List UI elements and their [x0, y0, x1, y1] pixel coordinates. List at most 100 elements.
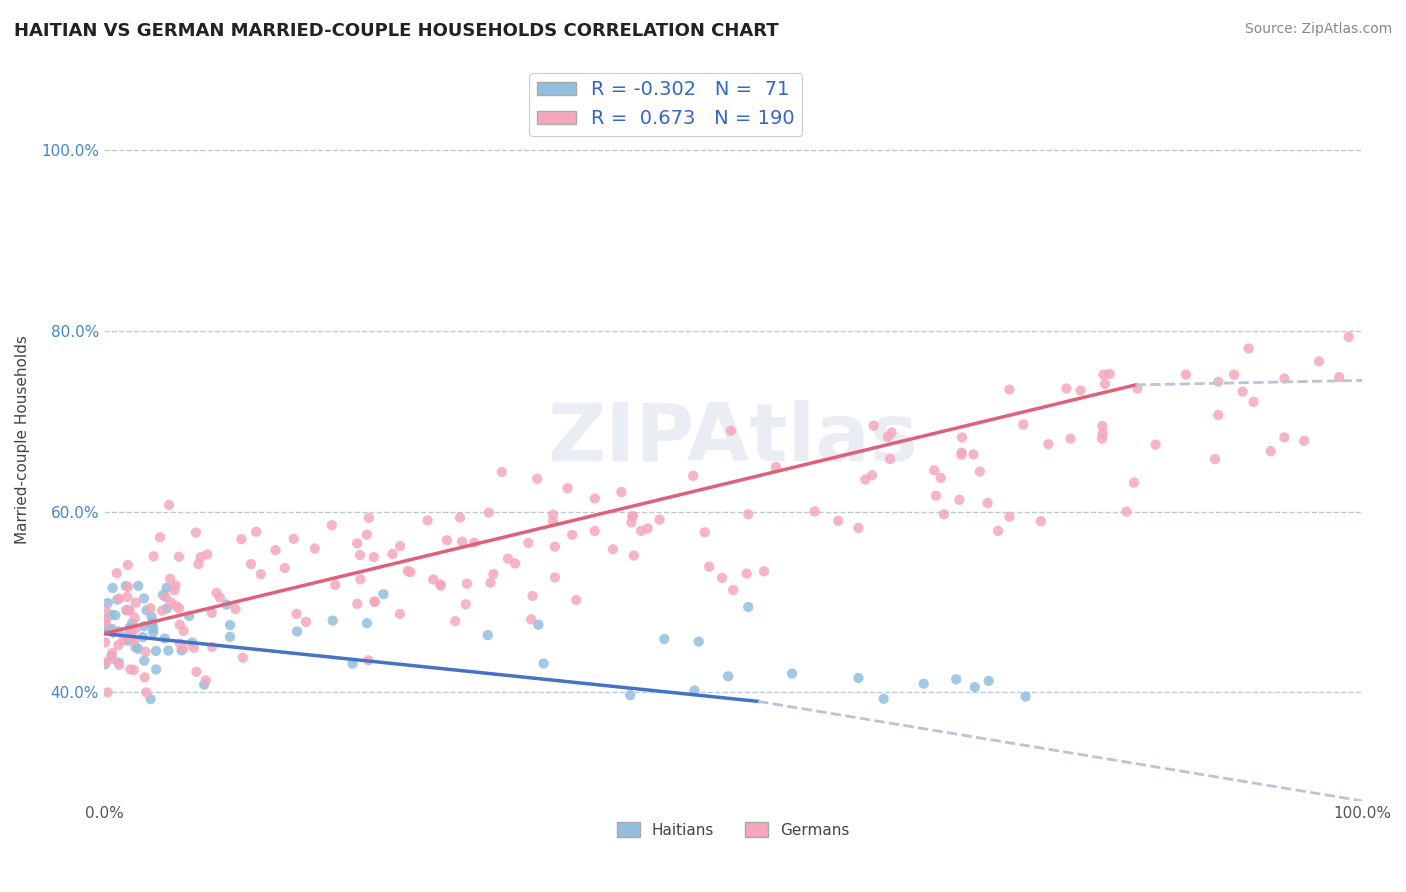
Point [97, 623, 120, 637]
Text: Source: ZipAtlas.com: Source: ZipAtlas.com [1244, 22, 1392, 37]
Point [169, 617, 191, 632]
Point [381, 547, 404, 561]
Point [876, 430, 898, 444]
Point [478, 506, 501, 520]
Point [522, 589, 544, 603]
Point [557, 481, 579, 495]
Point [619, 688, 641, 702]
Point [118, 603, 141, 617]
Point [101, 581, 124, 595]
Point [430, 579, 453, 593]
Point [141, 610, 163, 624]
Point [135, 603, 157, 617]
Point [100, 649, 122, 664]
Point [285, 624, 308, 639]
Point [142, 621, 165, 635]
Point [1308, 354, 1330, 368]
Point [491, 465, 513, 479]
Point [304, 541, 326, 556]
Point [429, 577, 451, 591]
Point [107, 638, 129, 652]
Point [517, 536, 540, 550]
Point [152, 588, 174, 602]
Point [94, 623, 117, 637]
Point [124, 611, 146, 625]
Point [145, 644, 167, 658]
Point [193, 678, 215, 692]
Point [1029, 514, 1052, 528]
Point [648, 512, 671, 526]
Point [925, 489, 948, 503]
Point [1091, 426, 1114, 441]
Point [132, 619, 155, 633]
Point [121, 615, 143, 630]
Point [924, 463, 946, 477]
Point [544, 570, 567, 584]
Point [1337, 330, 1360, 344]
Point [872, 691, 894, 706]
Point [363, 594, 385, 608]
Point [544, 540, 567, 554]
Point [159, 595, 181, 609]
Point [274, 561, 297, 575]
Point [389, 539, 412, 553]
Point [94, 657, 117, 672]
Point [1070, 384, 1092, 398]
Point [245, 524, 267, 539]
Point [187, 557, 209, 571]
Point [122, 663, 145, 677]
Point [125, 622, 148, 636]
Point [149, 530, 172, 544]
Point [100, 622, 122, 636]
Point [720, 424, 742, 438]
Point [94, 613, 117, 627]
Text: HAITIAN VS GERMAN MARRIED-COUPLE HOUSEHOLDS CORRELATION CHART: HAITIAN VS GERMAN MARRIED-COUPLE HOUSEHO… [14, 22, 779, 40]
Point [998, 509, 1021, 524]
Point [1243, 395, 1265, 409]
Point [156, 601, 179, 615]
Point [181, 635, 204, 649]
Point [114, 579, 136, 593]
Point [1232, 384, 1254, 399]
Point [880, 425, 903, 440]
Point [780, 666, 803, 681]
Point [177, 609, 200, 624]
Point [541, 508, 564, 522]
Point [977, 673, 1000, 688]
Point [503, 557, 526, 571]
Point [264, 543, 287, 558]
Point [363, 595, 385, 609]
Point [565, 593, 588, 607]
Point [416, 513, 439, 527]
Point [215, 598, 238, 612]
Point [1237, 342, 1260, 356]
Point [711, 571, 734, 585]
Point [165, 599, 187, 613]
Point [1174, 368, 1197, 382]
Point [322, 614, 344, 628]
Point [108, 591, 131, 606]
Point [1294, 434, 1316, 448]
Point [1260, 444, 1282, 458]
Point [232, 650, 254, 665]
Point [583, 524, 606, 538]
Point [602, 542, 624, 557]
Point [142, 625, 165, 640]
Point [477, 628, 499, 642]
Point [163, 583, 186, 598]
Point [100, 607, 122, 622]
Point [117, 633, 139, 648]
Point [950, 446, 973, 460]
Point [231, 532, 253, 546]
Point [697, 559, 720, 574]
Point [115, 603, 138, 617]
Point [862, 418, 884, 433]
Point [342, 657, 364, 671]
Point [945, 673, 967, 687]
Point [373, 587, 395, 601]
Point [225, 602, 247, 616]
Point [479, 575, 502, 590]
Point [948, 492, 970, 507]
Point [285, 607, 308, 621]
Point [388, 607, 411, 621]
